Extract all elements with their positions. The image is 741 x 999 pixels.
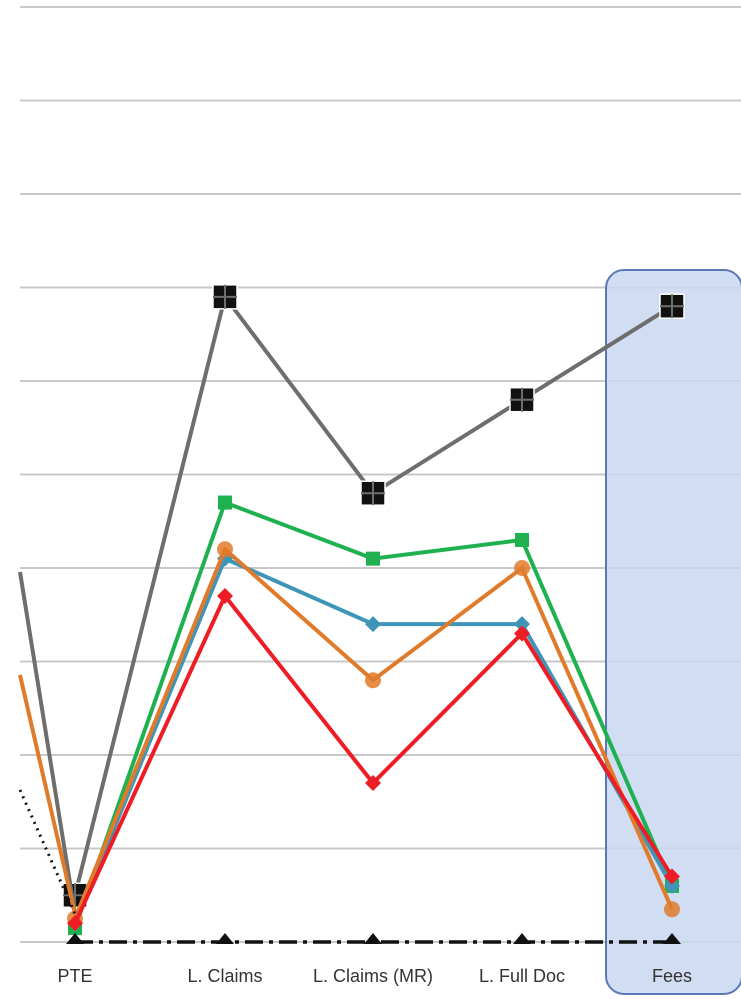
series-line — [73, 500, 674, 929]
data-point — [664, 901, 680, 918]
data-point — [365, 616, 381, 633]
data-point — [664, 877, 680, 894]
data-point — [514, 625, 530, 642]
series-5 — [66, 933, 681, 944]
data-point — [365, 672, 381, 689]
x-tick-label: Fees — [652, 966, 692, 986]
data-point — [515, 532, 529, 547]
data-point — [513, 933, 531, 944]
data-point — [66, 933, 84, 944]
series-line — [73, 556, 674, 925]
data-point — [663, 933, 681, 944]
x-tick-label: PTE — [57, 966, 92, 986]
data-point — [218, 495, 232, 510]
x-tick-label: L. Full Doc — [479, 966, 565, 986]
series-line-segment — [18, 674, 77, 915]
data-point — [514, 560, 530, 576]
data-point — [364, 933, 382, 944]
data-point — [365, 775, 381, 792]
data-point — [366, 551, 380, 566]
x-tick-label: L. Claims (MR) — [313, 966, 433, 986]
series-line — [73, 294, 674, 896]
series-0 — [62, 284, 685, 908]
series-layer — [18, 284, 685, 944]
data-point — [67, 915, 83, 932]
series-line — [73, 594, 674, 925]
x-axis-tick-labels: PTE L. Claims L. Claims (MR) L. Full Doc Fee… — [57, 966, 692, 986]
data-point — [217, 541, 233, 558]
series-line-segment — [18, 789, 77, 915]
data-point — [514, 616, 530, 633]
series-3 — [67, 541, 680, 927]
data-point — [216, 933, 234, 944]
offscreen-series-segments — [18, 571, 77, 915]
data-point — [217, 588, 233, 605]
series-4 — [67, 588, 680, 932]
data-point — [664, 868, 680, 885]
series-line-segment — [18, 571, 77, 915]
x-tick-label: L. Claims — [187, 966, 262, 986]
